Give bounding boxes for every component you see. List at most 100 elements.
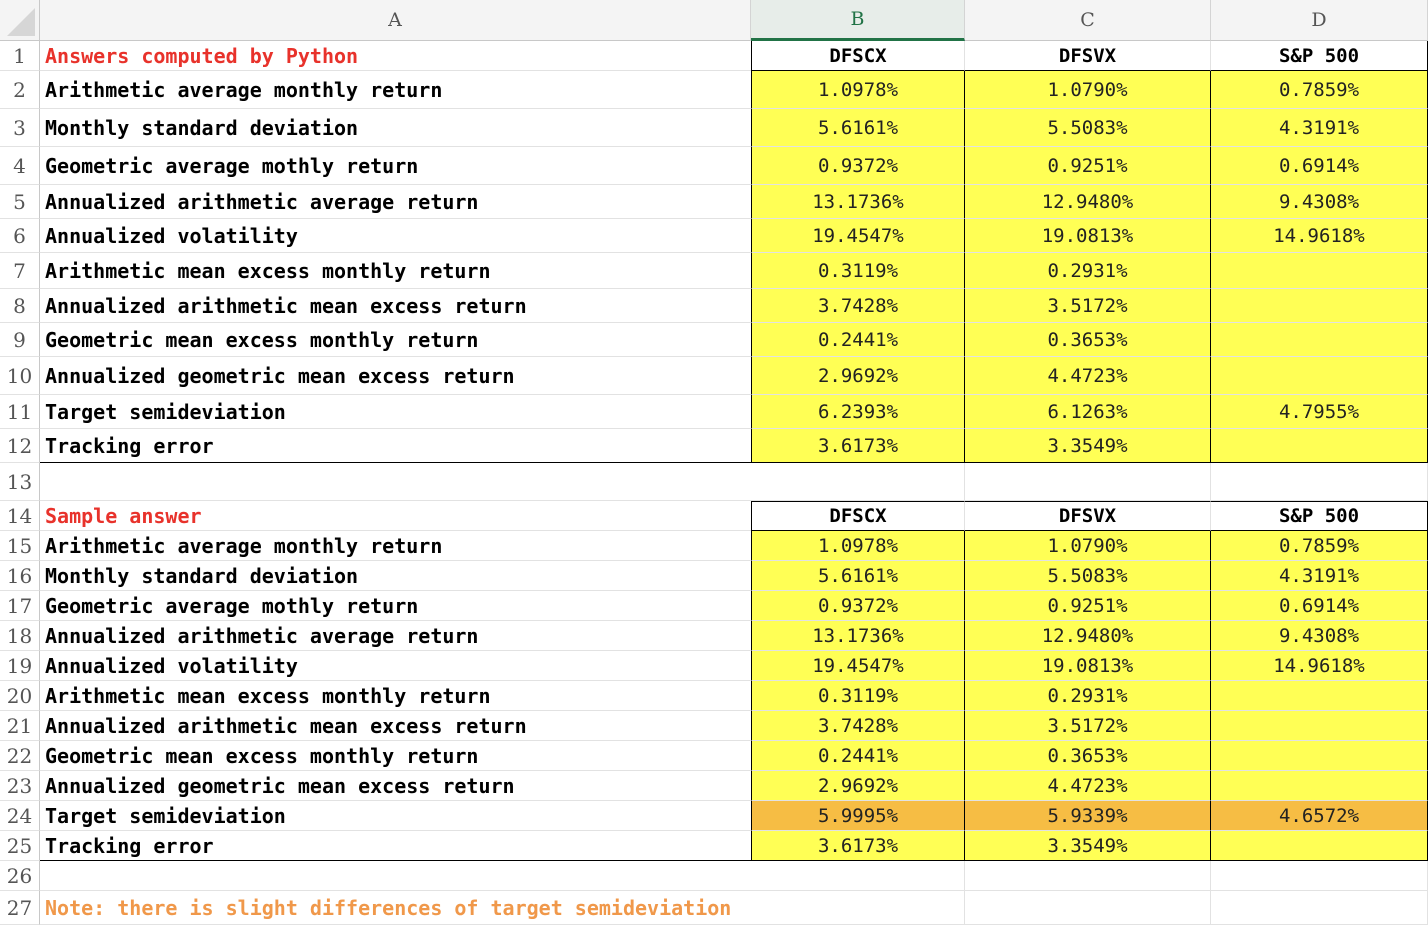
value-cell[interactable]: 0.3653% xyxy=(965,323,1211,357)
row-label[interactable]: Geometric mean excess monthly return xyxy=(40,323,751,357)
value-cell[interactable]: 5.6161% xyxy=(751,109,965,147)
row-label[interactable]: Annualized arithmetic mean excess return xyxy=(40,289,751,323)
row-label[interactable]: Target semideviation xyxy=(40,395,751,429)
row-label[interactable]: Annualized arithmetic average return xyxy=(40,185,751,219)
value-cell[interactable] xyxy=(1211,831,1428,861)
value-cell[interactable]: 0.9251% xyxy=(965,591,1211,621)
value-cell[interactable]: 14.9618% xyxy=(1211,651,1428,681)
value-cell[interactable]: 2.9692% xyxy=(751,771,965,801)
value-cell[interactable]: 3.7428% xyxy=(751,711,965,741)
row-label[interactable]: Annualized volatility xyxy=(40,651,751,681)
value-cell[interactable]: 0.3119% xyxy=(751,253,965,289)
row-header-26[interactable]: 26 xyxy=(0,861,40,891)
row-header-16[interactable]: 16 xyxy=(0,561,40,591)
row-header-25[interactable]: 25 xyxy=(0,831,40,861)
row-label[interactable]: Arithmetic average monthly return xyxy=(40,531,751,561)
row-label[interactable]: Arithmetic average monthly return xyxy=(40,71,751,109)
row-label[interactable]: Geometric mean excess monthly return xyxy=(40,741,751,771)
value-cell[interactable]: 3.5172% xyxy=(965,289,1211,323)
row-header-6[interactable]: 6 xyxy=(0,219,40,253)
value-cell[interactable]: 19.0813% xyxy=(965,651,1211,681)
value-cell[interactable]: 13.1736% xyxy=(751,621,965,651)
value-cell[interactable] xyxy=(1211,357,1428,395)
column-header-c[interactable]: C xyxy=(965,0,1211,41)
row-header-20[interactable]: 20 xyxy=(0,681,40,711)
value-cell[interactable]: 3.3549% xyxy=(965,429,1211,463)
row-header-18[interactable]: 18 xyxy=(0,621,40,651)
row-header-19[interactable]: 19 xyxy=(0,651,40,681)
row-header-17[interactable]: 17 xyxy=(0,591,40,621)
row-header-13[interactable]: 13 xyxy=(0,463,40,501)
empty-cell[interactable] xyxy=(1211,891,1428,925)
value-cell[interactable] xyxy=(1211,741,1428,771)
value-cell[interactable]: 6.2393% xyxy=(751,395,965,429)
value-cell[interactable] xyxy=(1211,771,1428,801)
value-cell[interactable]: 5.9339% xyxy=(965,801,1211,831)
section2-header-0[interactable]: DFSCX xyxy=(751,501,965,531)
value-cell[interactable]: 4.3191% xyxy=(1211,561,1428,591)
row-header-21[interactable]: 21 xyxy=(0,711,40,741)
value-cell[interactable]: 14.9618% xyxy=(1211,219,1428,253)
empty-cell[interactable] xyxy=(40,861,751,891)
row-header-11[interactable]: 11 xyxy=(0,395,40,429)
value-cell[interactable]: 4.7955% xyxy=(1211,395,1428,429)
value-cell[interactable]: 3.7428% xyxy=(751,289,965,323)
value-cell[interactable]: 9.4308% xyxy=(1211,185,1428,219)
column-header-b[interactable]: B xyxy=(751,0,965,41)
value-cell[interactable]: 19.0813% xyxy=(965,219,1211,253)
value-cell[interactable]: 12.9480% xyxy=(965,621,1211,651)
value-cell[interactable]: 9.4308% xyxy=(1211,621,1428,651)
value-cell[interactable]: 0.7859% xyxy=(1211,71,1428,109)
row-label[interactable]: Monthly standard deviation xyxy=(40,109,751,147)
value-cell[interactable]: 0.6914% xyxy=(1211,147,1428,185)
section1-header-1[interactable]: DFSVX xyxy=(965,41,1211,71)
row-label[interactable]: Arithmetic mean excess monthly return xyxy=(40,253,751,289)
value-cell[interactable] xyxy=(1211,681,1428,711)
row-label[interactable]: Tracking error xyxy=(40,831,751,861)
row-header-1[interactable]: 1 xyxy=(0,41,40,71)
row-label[interactable]: Geometric average mothly return xyxy=(40,591,751,621)
value-cell[interactable]: 19.4547% xyxy=(751,651,965,681)
section1-header-0[interactable]: DFSCX xyxy=(751,41,965,71)
value-cell[interactable]: 4.4723% xyxy=(965,771,1211,801)
row-header-14[interactable]: 14 xyxy=(0,501,40,531)
column-header-d[interactable]: D xyxy=(1211,0,1428,41)
value-cell[interactable]: 0.2441% xyxy=(751,323,965,357)
row-label[interactable]: Arithmetic mean excess monthly return xyxy=(40,681,751,711)
row-header-22[interactable]: 22 xyxy=(0,741,40,771)
row-header-8[interactable]: 8 xyxy=(0,289,40,323)
value-cell[interactable]: 1.0978% xyxy=(751,71,965,109)
value-cell[interactable]: 0.3653% xyxy=(965,741,1211,771)
empty-cell[interactable] xyxy=(751,891,965,925)
select-all-corner[interactable] xyxy=(0,0,40,41)
value-cell[interactable]: 4.6572% xyxy=(1211,801,1428,831)
value-cell[interactable] xyxy=(1211,253,1428,289)
value-cell[interactable]: 13.1736% xyxy=(751,185,965,219)
empty-cell[interactable] xyxy=(40,463,751,501)
row-header-5[interactable]: 5 xyxy=(0,185,40,219)
column-header-a[interactable]: A xyxy=(40,0,751,41)
row-header-23[interactable]: 23 xyxy=(0,771,40,801)
value-cell[interactable] xyxy=(1211,323,1428,357)
note-text[interactable]: Note: there is slight differences of tar… xyxy=(40,891,751,925)
section2-title[interactable]: Sample answer xyxy=(40,501,751,531)
value-cell[interactable]: 0.2931% xyxy=(965,681,1211,711)
empty-cell[interactable] xyxy=(965,861,1211,891)
row-header-24[interactable]: 24 xyxy=(0,801,40,831)
row-label[interactable]: Target semideviation xyxy=(40,801,751,831)
value-cell[interactable]: 0.6914% xyxy=(1211,591,1428,621)
empty-cell[interactable] xyxy=(751,861,965,891)
value-cell[interactable]: 1.0978% xyxy=(751,531,965,561)
value-cell[interactable]: 5.9995% xyxy=(751,801,965,831)
value-cell[interactable]: 5.5083% xyxy=(965,561,1211,591)
empty-cell[interactable] xyxy=(965,891,1211,925)
value-cell[interactable]: 3.6173% xyxy=(751,831,965,861)
row-label[interactable]: Annualized arithmetic mean excess return xyxy=(40,711,751,741)
empty-cell[interactable] xyxy=(965,463,1211,501)
section1-title[interactable]: Answers computed by Python xyxy=(40,41,751,71)
value-cell[interactable]: 3.3549% xyxy=(965,831,1211,861)
row-header-9[interactable]: 9 xyxy=(0,323,40,357)
value-cell[interactable]: 1.0790% xyxy=(965,531,1211,561)
section2-header-2[interactable]: S&P 500 xyxy=(1211,501,1428,531)
value-cell[interactable] xyxy=(1211,711,1428,741)
